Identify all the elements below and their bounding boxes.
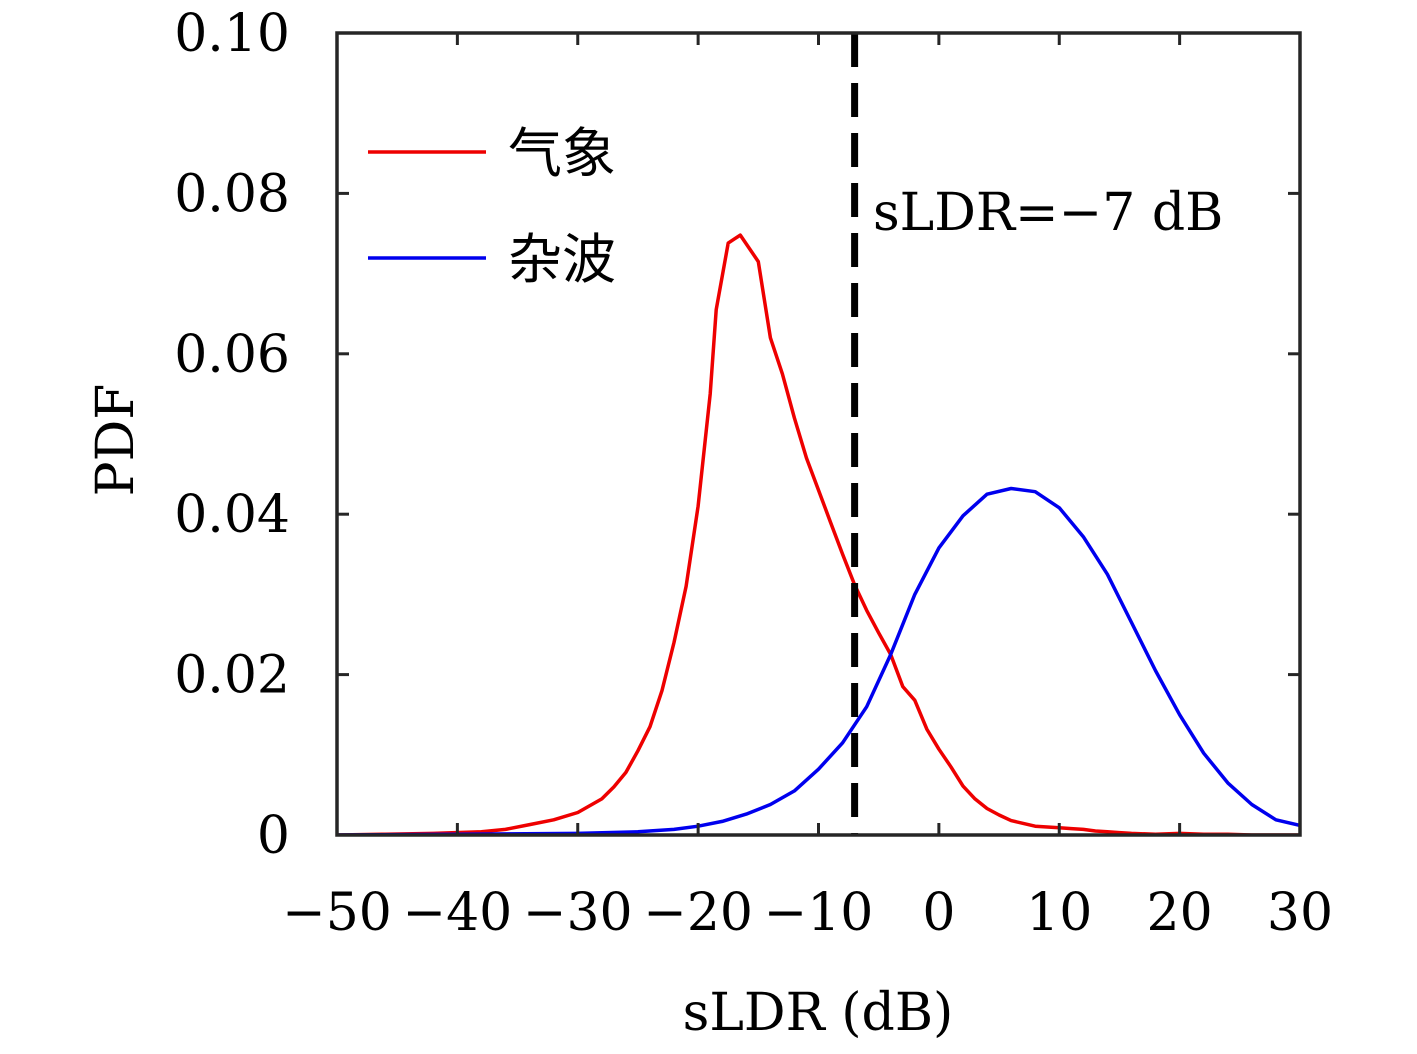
labels-layer: sLDR (dB) PDF: [86, 384, 953, 1043]
x-tick-label: −30: [523, 883, 633, 943]
x-tick-label: 20: [1147, 883, 1213, 943]
y-tick-label: 0.04: [174, 485, 290, 545]
y-tick-label: 0.08: [174, 164, 290, 224]
y-tick-label: 0: [257, 806, 290, 866]
x-tick-label: −50: [282, 883, 392, 943]
annotation-layer: sLDR=−7 dB: [873, 183, 1223, 243]
series-line-1: [337, 233, 1300, 835]
x-tick-label: −40: [403, 883, 513, 943]
series-layer: [337, 233, 1300, 835]
x-tick-label: 0: [922, 883, 955, 943]
x-axis-label: sLDR (dB): [683, 983, 954, 1043]
legend-label-1: 气象: [508, 122, 616, 185]
y-axis-label: PDF: [86, 384, 146, 497]
x-tick-label: 30: [1267, 883, 1333, 943]
x-tick-label: 10: [1026, 883, 1092, 943]
x-tick-label: −10: [764, 883, 874, 943]
y-tick-label: 0.06: [174, 325, 290, 385]
legend-label-2: 杂波: [508, 228, 616, 291]
y-tick-label: 0.02: [174, 646, 290, 706]
x-tick-label: −20: [643, 883, 753, 943]
ticks-layer: −50 −40 −30 −20 −10 0 10 20 30 0 0.02 0.04 0.06 0.08 0…: [174, 4, 1333, 943]
series-line-2: [337, 486, 1300, 835]
threshold-label: sLDR=−7 dB: [873, 183, 1223, 243]
y-tick-label: 0.10: [174, 4, 290, 64]
